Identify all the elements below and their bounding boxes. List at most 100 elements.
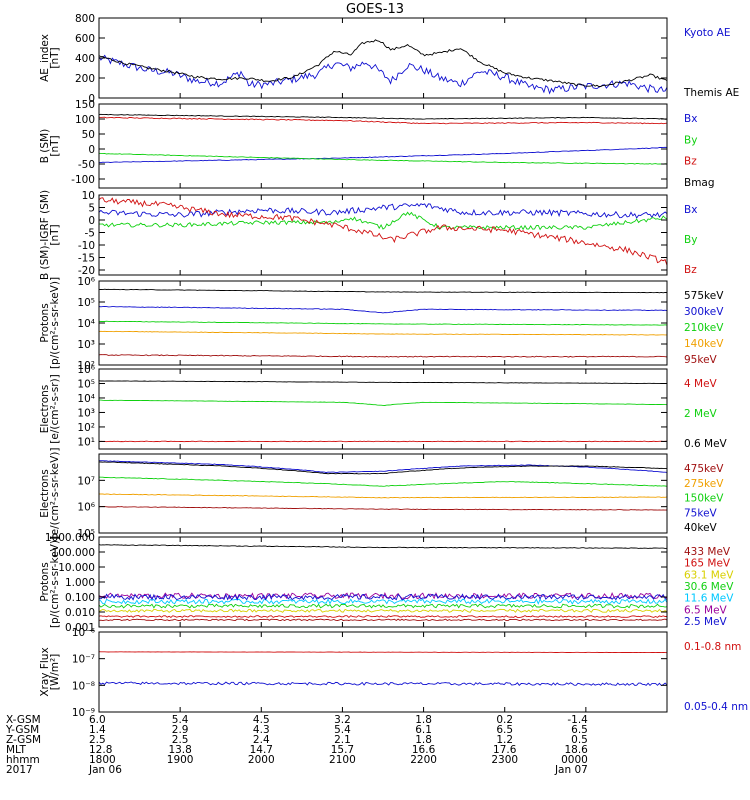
legend-entry: 575keV xyxy=(684,290,724,302)
series-line-bigrf-0 xyxy=(98,203,668,219)
orbit-cell: 1.4 xyxy=(89,724,106,736)
legend-entry: Kyoto AE xyxy=(684,27,730,39)
orbit-row-label: Y-GSM xyxy=(5,724,39,736)
orbit-cell: 6.0 xyxy=(89,714,106,726)
series-line-bsm-0 xyxy=(99,146,668,164)
legend-entry: Bx xyxy=(684,113,697,125)
series-line-protons_mev-3 xyxy=(98,603,668,609)
y-tick-label: -20 xyxy=(78,265,95,277)
series-line-bigrf-1 xyxy=(98,211,668,231)
orbit-row-label: X-GSM xyxy=(6,714,41,726)
y-tick-label: 10.000 xyxy=(58,562,95,574)
plot-frame xyxy=(98,194,668,276)
orbit-cell: 2.5 xyxy=(172,734,189,746)
y-tick-label: 600 xyxy=(75,33,95,45)
series-line-protons_mev-7 xyxy=(98,544,668,549)
plot-frame xyxy=(98,368,668,450)
y-tick-label: 10¹ xyxy=(77,436,95,448)
orbit-cell: 2200 xyxy=(410,754,437,766)
orbit-cell: 1.2 xyxy=(496,734,513,746)
y-axis-label: [nT] xyxy=(49,47,61,68)
y-axis-label: [nT] xyxy=(49,135,61,156)
y-tick-label: -100 xyxy=(71,174,95,186)
plot-frame xyxy=(98,17,668,99)
y-tick-label: -5 xyxy=(85,228,95,240)
series-line-electrons_kev-0 xyxy=(98,506,668,511)
orbit-row-label: MLT xyxy=(6,744,26,756)
legend-entry: Bz xyxy=(684,156,697,168)
orbit-cell: 0.2 xyxy=(496,714,513,726)
y-tick-label: 0.100 xyxy=(65,592,95,604)
orbit-cell: 17.6 xyxy=(493,744,517,756)
legend-entry: 6.5 MeV xyxy=(684,604,728,616)
legend-entry: Bx xyxy=(684,204,697,216)
series-line-electrons_mev-0 xyxy=(98,440,668,443)
y-axis-label: [p/(cm²-s-sr-keV)] xyxy=(49,536,61,628)
y-tick-label: 100 xyxy=(75,114,95,126)
orbit-cell: 6.1 xyxy=(415,724,432,736)
orbit-row-label: 2017 xyxy=(6,764,33,776)
y-axis-label: [e/(cm²-s-sr)] xyxy=(49,374,61,443)
y-tick-label: 10⁵ xyxy=(77,528,95,540)
panel-electrons_kev: 10⁵ 10⁶ 10⁷ Electrons[e/(cm²-s-sr-keV)] 475k… xyxy=(39,448,724,540)
legend-entry: 2.5 MeV xyxy=(684,616,728,628)
orbit-cell: 0000 xyxy=(561,754,588,766)
panel-xray: 10⁻⁹ 10⁻⁸ 10⁻⁷ 10⁻⁶ Xray Flux[W/m²] 0.1-0.8 n… xyxy=(39,627,748,719)
y-tick-label: -15 xyxy=(78,253,95,265)
y-tick-label: 10⁻⁶ xyxy=(72,627,95,639)
y-tick-label: 800 xyxy=(75,13,95,25)
legend-entry: 40keV xyxy=(684,522,718,534)
y-tick-label: 10⁶ xyxy=(77,502,95,514)
series-line-xray-0 xyxy=(98,651,668,654)
orbit-cell: -1.4 xyxy=(567,714,588,726)
series-line-protons_mev-1 xyxy=(98,615,667,619)
y-tick-label: 10⁴ xyxy=(77,318,95,330)
panel-electrons_mev: 10¹ 10² 10³ 10⁴ 10⁵ 10⁶ Electrons[e/(cm²-s-sr)… xyxy=(39,364,728,450)
series-line-protons_mev-6 xyxy=(98,593,668,601)
y-axis-label: B (SM) xyxy=(39,129,51,163)
legend-entry: 95keV xyxy=(684,354,718,366)
orbit-cell: 3.2 xyxy=(334,714,351,726)
y-tick-label: 1.000 xyxy=(65,577,95,589)
y-tick-label: 10⁵ xyxy=(77,297,95,309)
legend-entry: 0.6 MeV xyxy=(684,438,728,450)
y-tick-label: 50 xyxy=(82,129,95,141)
y-tick-label: 150 xyxy=(75,99,95,111)
y-tick-label: 10⁵ xyxy=(77,378,95,390)
y-tick-label: 10⁻⁷ xyxy=(72,654,95,666)
y-axis-label: Electrons xyxy=(39,469,51,518)
plot-frame xyxy=(98,631,668,713)
y-tick-label: 10² xyxy=(77,422,95,434)
orbit-cell: 1.8 xyxy=(415,714,432,726)
orbit-cell: 18.6 xyxy=(564,744,588,756)
legend-entry: 140keV xyxy=(684,338,724,350)
series-line-protons_kev-3 xyxy=(98,306,668,314)
y-axis-label: Protons xyxy=(39,562,51,601)
y-tick-label: 0 xyxy=(88,215,95,227)
orbit-cell: 1900 xyxy=(167,754,194,766)
series-line-ae-1 xyxy=(98,39,668,87)
legend-entry: 433 MeV xyxy=(684,546,731,558)
orbit-cell: 6.5 xyxy=(496,724,513,736)
orbit-cell: 6.5 xyxy=(571,724,588,736)
series-line-bigrf-2 xyxy=(98,197,668,266)
panel-protons_mev: 0.001 0.010 0.100 1.000 10.000 100.000 1000.00… xyxy=(39,532,734,634)
legend-entry: By xyxy=(684,134,697,146)
y-tick-label: 0.001 xyxy=(65,622,95,634)
panel-ae: 0 200 400 600 800 AE_index[nT] Kyoto AE Themis … xyxy=(39,13,739,105)
y-tick-label: -50 xyxy=(78,159,95,171)
y-axis-label: B (SM)-IGRF (SM) xyxy=(39,190,51,280)
page-title: GOES-13 xyxy=(345,2,404,17)
series-line-bsm-2 xyxy=(98,116,668,125)
series-line-electrons_mev-2 xyxy=(98,380,668,385)
orbit-cell: Jan 06 xyxy=(88,764,122,776)
legend-entry: 0.1-0.8 nm xyxy=(684,641,741,653)
orbit-cell: 2100 xyxy=(329,754,356,766)
y-tick-label: 10³ xyxy=(77,339,95,351)
legend-entry: Themis AE xyxy=(683,87,739,99)
y-tick-label: 10² xyxy=(77,360,95,372)
orbit-cell: 2.4 xyxy=(253,734,270,746)
y-tick-label: 10⁶ xyxy=(77,276,95,288)
series-line-protons_kev-4 xyxy=(98,288,668,294)
